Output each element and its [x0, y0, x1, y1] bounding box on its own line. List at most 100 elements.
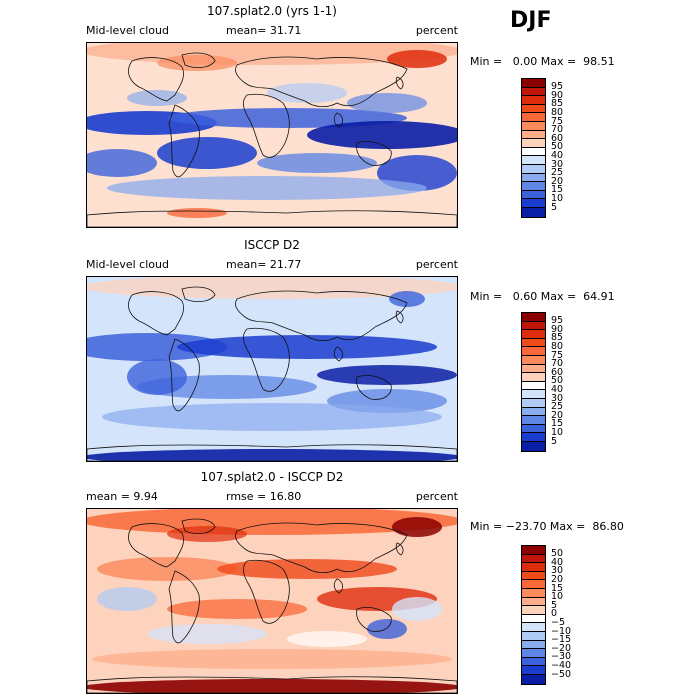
coastline — [243, 93, 290, 158]
coastline — [128, 523, 184, 568]
mean-value: mean= 31.71 — [226, 24, 302, 37]
coastline — [333, 578, 343, 594]
colorbar-swatch — [522, 606, 545, 615]
colorbar-swatch — [522, 87, 545, 97]
field-contour — [127, 359, 187, 395]
coastline — [356, 141, 392, 166]
colorbar-swatch — [522, 416, 545, 425]
field-layer — [87, 277, 457, 461]
min-max-readout: Min = 0.00 Max = 98.51 — [470, 55, 615, 68]
colorbar-tick-label: 60 — [551, 132, 564, 144]
coastline — [395, 76, 404, 90]
colorbar-swatch — [522, 563, 545, 572]
colorbar-tick-label: −40 — [551, 659, 572, 671]
coastline — [235, 522, 408, 573]
colorbar-tick-label: 20 — [551, 175, 564, 187]
min-max-readout: Min = 0.60 Max = 64.91 — [470, 290, 615, 303]
coastline — [243, 559, 290, 624]
colorbar-swatch — [522, 121, 545, 131]
colorbar-tick-label: 70 — [551, 124, 564, 136]
colorbar-swatch — [522, 674, 545, 684]
field-contour — [267, 83, 347, 103]
colorbar-swatch — [522, 614, 545, 624]
field-contour — [167, 526, 247, 542]
field-contour — [177, 335, 437, 359]
season-label: DJF — [510, 8, 552, 33]
colorbar-tick-label: 90 — [551, 89, 564, 101]
colorbar-tick-label: 75 — [551, 349, 564, 361]
colorbar-tick-label: 40 — [551, 383, 564, 395]
coastline — [87, 676, 457, 693]
field-contour — [217, 559, 397, 579]
colorbar-swatch — [522, 156, 545, 165]
colorbar-tick-label: 15 — [551, 418, 564, 430]
colorbar-swatch — [522, 147, 545, 157]
colorbar-tick-label: −30 — [551, 651, 572, 663]
colorbar-swatch — [522, 623, 545, 632]
field-contour — [127, 90, 187, 106]
field-contour — [347, 93, 427, 113]
map-obs — [86, 276, 458, 462]
colorbar-swatch — [522, 139, 545, 148]
coastline — [181, 518, 216, 535]
colorbar-tick-label: 30 — [551, 392, 564, 404]
colorbar-tick-label: 85 — [551, 332, 564, 344]
field-contour — [97, 557, 237, 581]
colorbar-tick-label: 90 — [551, 323, 564, 335]
panel-title: 107.splat2.0 (yrs 1-1) — [207, 4, 337, 18]
colorbar-swatch — [522, 130, 545, 140]
colorbar-tick-label: −5 — [551, 616, 566, 628]
field-contour — [367, 619, 407, 639]
colorbar-tick-label: −15 — [551, 634, 572, 646]
coastline — [333, 112, 343, 128]
colorbar-swatch — [522, 164, 545, 174]
field-contour — [317, 365, 457, 385]
colorbar-swatch — [522, 207, 545, 217]
colorbar-swatch — [522, 313, 545, 322]
colorbar-swatch — [522, 364, 545, 374]
field-layer — [87, 509, 457, 693]
field-contour — [387, 50, 447, 68]
colorbar-swatch — [522, 104, 545, 114]
colorbar-swatch — [522, 657, 545, 667]
colorbar-swatch — [522, 390, 545, 399]
colorbar-swatch — [522, 649, 545, 658]
colorbar-swatch — [522, 355, 545, 365]
colorbar-tick-label: 40 — [551, 149, 564, 161]
colorbar-swatch — [522, 96, 545, 105]
field-contour — [157, 137, 257, 169]
colorbar-tick-label: 20 — [551, 573, 564, 585]
colorbar-tick-label: 5 — [551, 201, 558, 213]
coastline — [87, 210, 457, 227]
colorbar-tick-label: 10 — [551, 591, 564, 603]
colorbar-tick-label: 75 — [551, 115, 564, 127]
field-layer — [87, 43, 457, 227]
isccp-cloud-map — [87, 277, 457, 461]
coastlines — [87, 52, 457, 227]
coastline — [395, 542, 404, 556]
colorbar-swatch — [522, 330, 545, 339]
colorbar-swatch — [522, 588, 545, 598]
coastline — [181, 52, 216, 69]
variable-label: Mid-level cloud — [86, 258, 169, 271]
colorbar-swatch — [522, 373, 545, 382]
colorbar-tick-label: 20 — [551, 409, 564, 421]
colorbar-tick-label: 25 — [551, 401, 564, 413]
field-contour — [392, 517, 442, 537]
model-cloud-map — [87, 43, 457, 227]
colorbar-tick-label: 40 — [551, 556, 564, 568]
field-contour — [87, 149, 157, 177]
field-contour — [87, 679, 457, 693]
colorbar-diff — [521, 545, 546, 685]
coastline — [333, 346, 343, 362]
field-contour — [167, 208, 227, 218]
coastline — [356, 375, 392, 400]
field-contour — [147, 624, 267, 644]
min-max-readout: Min = −23.70 Max = 86.80 — [470, 520, 624, 533]
colorbar-tick-label: 5 — [551, 435, 558, 447]
colorbar-swatch — [522, 79, 545, 88]
colorbar-swatch — [522, 571, 545, 581]
colorbar-tick-label: 0 — [551, 608, 558, 620]
colorbar-obs — [521, 312, 546, 452]
variable-label: Mid-level cloud — [86, 24, 169, 37]
